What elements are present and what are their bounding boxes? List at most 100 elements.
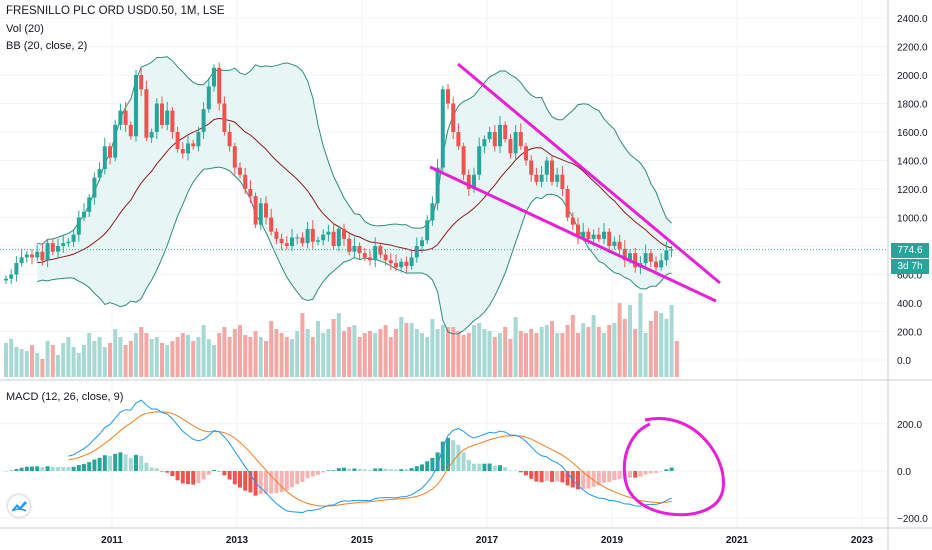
candle-body — [128, 124, 133, 137]
candle-body — [35, 251, 40, 258]
macd-legend[interactable]: MACD (12, 26, close, 9) — [6, 391, 124, 403]
macd-histogram-bar — [326, 470, 331, 471]
macd-histogram-bar — [316, 471, 320, 475]
candle-body — [622, 248, 627, 261]
volume-bar — [425, 337, 430, 377]
macd-histogram-bar — [373, 468, 378, 471]
macd-histogram-bar — [357, 468, 362, 471]
macd-histogram-bar — [212, 470, 216, 471]
candle-body — [565, 189, 570, 218]
macd-histogram-bar — [222, 471, 227, 476]
macd-histogram-bar — [50, 466, 55, 471]
macd-histogram-bar — [342, 467, 346, 471]
candle-body — [24, 254, 29, 258]
axes: 2400.0 2200.0 2000.0 1800.0 1600.0 1400.0 1200… — [0, 14, 928, 546]
bollinger-legend[interactable]: BB (20, close, 2) — [6, 40, 88, 52]
macd-histogram-bar — [139, 455, 144, 471]
volume-bar — [92, 341, 97, 377]
volume-bar — [529, 329, 534, 377]
macd-histogram-bar — [394, 469, 398, 471]
candle-body — [258, 203, 263, 225]
price-axis-label: 1600.0 — [897, 128, 928, 139]
volume-bar — [102, 347, 107, 377]
trendline-drawings[interactable] — [429, 62, 725, 517]
volume-bar — [487, 331, 492, 377]
volume-bar — [123, 345, 128, 377]
volume-bar — [118, 337, 123, 377]
volume-bar — [264, 341, 268, 377]
volume-bar — [404, 323, 409, 377]
time-axis-label: 2017 — [476, 535, 499, 546]
candle-body — [362, 253, 367, 258]
macd-histogram-bar — [388, 469, 393, 471]
time-axis-label: 2013 — [226, 535, 249, 546]
macd-histogram-bar — [331, 470, 336, 471]
volume-bar — [186, 335, 190, 377]
macd-histogram-bar — [40, 467, 45, 471]
candle-body — [550, 160, 554, 182]
macd-histogram-bar — [108, 455, 112, 471]
candle-body — [560, 174, 565, 189]
macd-line — [68, 399, 672, 514]
volume-bar — [596, 327, 601, 377]
volume-bar — [238, 325, 242, 377]
macd-histogram-bar — [518, 471, 523, 473]
chart-title[interactable]: FRESNILLO PLC ORD USD0.50, 1M, LSE — [6, 5, 225, 17]
volume-bar — [357, 337, 362, 377]
volume-bar — [191, 341, 196, 377]
candle-body — [56, 246, 60, 252]
volume-bar — [61, 343, 66, 377]
candle-body — [394, 263, 398, 268]
macd-histogram-bar — [378, 468, 383, 471]
candle-body — [555, 174, 560, 182]
candle-body — [404, 261, 409, 266]
candle-body — [451, 103, 456, 132]
tradingview-logo-icon[interactable] — [8, 495, 30, 517]
volume-bar — [82, 345, 86, 377]
price-axis-label: 0.0 — [897, 356, 911, 367]
volume-bar — [544, 325, 549, 377]
candle-body — [170, 110, 175, 132]
volume-bar — [591, 315, 596, 377]
macd-histogram-bar — [607, 471, 612, 482]
macd-histogram-bar — [305, 471, 310, 479]
macd-histogram-bar — [430, 457, 435, 471]
volume-bar — [71, 347, 76, 377]
macd-histogram-bar — [648, 471, 653, 474]
macd-histogram-bar — [638, 471, 643, 477]
volume-bar — [35, 353, 40, 377]
candle-body — [76, 217, 81, 235]
volume-bar — [113, 329, 118, 377]
volume-bar — [14, 347, 19, 377]
macd-axis-label: 200.0 — [897, 420, 922, 431]
candle-body — [654, 261, 658, 268]
candle-body — [9, 274, 14, 279]
candle-body — [264, 203, 268, 218]
candle-body — [466, 174, 471, 189]
candle-body — [440, 89, 445, 168]
macd-histogram-bar — [66, 467, 71, 471]
volume-bar — [539, 327, 544, 377]
macd-histogram-bar — [206, 471, 211, 475]
volume-bar — [24, 351, 29, 377]
macd-histogram-bar — [102, 455, 107, 471]
candle-body — [487, 132, 492, 140]
macd-axis-label: −200.0 — [897, 514, 928, 525]
volume-bar — [368, 331, 372, 377]
volume-bar — [669, 305, 674, 377]
macd-histogram-bar — [565, 471, 570, 486]
volume-bar — [76, 353, 81, 377]
bollinger-basis-line — [37, 117, 672, 263]
macd-histogram-bar — [513, 470, 518, 471]
volume-bar — [420, 333, 424, 377]
volume-bar — [9, 339, 14, 377]
candle-body — [222, 103, 227, 132]
volume-bar — [284, 337, 289, 377]
candle-body — [97, 169, 102, 178]
volume-bar — [342, 331, 346, 377]
volume-bar — [638, 293, 643, 377]
volume-bar — [643, 333, 648, 377]
volume-legend[interactable]: Vol (20) — [6, 23, 44, 35]
candle-body — [659, 260, 664, 268]
